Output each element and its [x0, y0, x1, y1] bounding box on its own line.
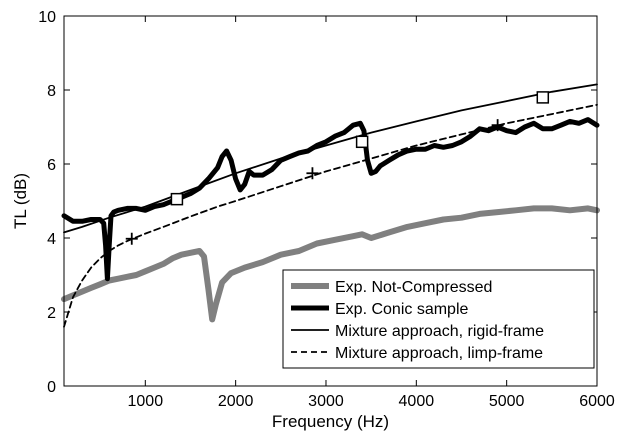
- legend-label: Mixture approach, rigid-frame: [335, 323, 544, 340]
- x-tick-label: 3000: [308, 393, 344, 410]
- plus-marker: [306, 167, 319, 180]
- square-marker: [170, 192, 184, 206]
- x-tick-label: 4000: [399, 393, 435, 410]
- y-tick-label: 6: [47, 157, 56, 174]
- series-line-1: [61, 205, 600, 323]
- legend-label: Exp. Conic sample: [335, 301, 468, 318]
- y-tick-label: 4: [47, 231, 56, 248]
- series-line-4: [63, 103, 598, 328]
- legend-item: Mixture approach, limp-frame: [291, 345, 543, 362]
- legend: Exp. Not-Compressed Exp. Conic sample Mixt…: [282, 269, 595, 369]
- legend-item: Exp. Conic sample: [291, 301, 468, 318]
- x-tick-label: 5000: [489, 393, 525, 410]
- square-marker: [536, 91, 550, 104]
- series-line-3: [63, 83, 598, 234]
- legend-box: [282, 269, 595, 369]
- series-layer: [61, 83, 600, 328]
- legend-item: Exp. Not-Compressed: [291, 279, 492, 296]
- legend-label: Exp. Not-Compressed: [335, 279, 492, 296]
- plot-frame: [63, 15, 598, 387]
- y-tick-label: 10: [38, 9, 56, 26]
- plus-marker: [491, 119, 504, 132]
- y-axis-label: TL (dB): [11, 173, 30, 229]
- x-tick-label: 2000: [218, 393, 254, 410]
- legend-items: Exp. Not-Compressed Exp. Conic sample Mixt…: [291, 279, 544, 362]
- plus-marker: [125, 232, 138, 245]
- y-tick-label: 2: [47, 305, 56, 322]
- x-axis-label: Frequency (Hz): [272, 412, 389, 431]
- square-marker: [355, 135, 369, 149]
- legend-label: Mixture approach, limp-frame: [335, 345, 543, 362]
- x-tick-label: 6000: [579, 393, 615, 410]
- x-tick-label: 1000: [128, 393, 164, 410]
- y-tick-label: 0: [47, 379, 56, 396]
- legend-item: Mixture approach, rigid-frame: [291, 323, 544, 340]
- y-tick-label: 8: [47, 83, 56, 100]
- tick-layer: 1000 2000 3000 4000 5000 6000 0 2 4 6 8 10: [38, 9, 615, 410]
- marker-layer: [125, 91, 550, 245]
